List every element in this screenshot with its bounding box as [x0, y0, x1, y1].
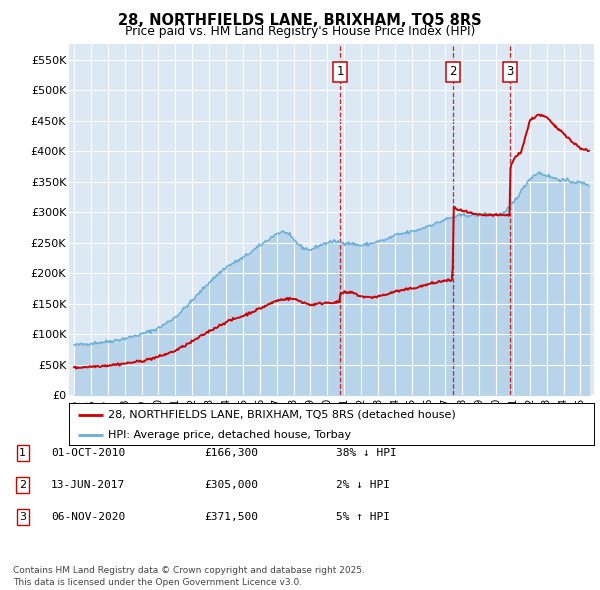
Text: 13-JUN-2017: 13-JUN-2017 [51, 480, 125, 490]
Text: Price paid vs. HM Land Registry's House Price Index (HPI): Price paid vs. HM Land Registry's House … [125, 25, 475, 38]
Text: 2: 2 [19, 480, 26, 490]
Text: 06-NOV-2020: 06-NOV-2020 [51, 512, 125, 522]
Text: 38% ↓ HPI: 38% ↓ HPI [336, 448, 397, 458]
Text: 01-OCT-2010: 01-OCT-2010 [51, 448, 125, 458]
Text: 28, NORTHFIELDS LANE, BRIXHAM, TQ5 8RS: 28, NORTHFIELDS LANE, BRIXHAM, TQ5 8RS [118, 13, 482, 28]
Text: £305,000: £305,000 [204, 480, 258, 490]
Text: £371,500: £371,500 [204, 512, 258, 522]
Text: £166,300: £166,300 [204, 448, 258, 458]
Text: 28, NORTHFIELDS LANE, BRIXHAM, TQ5 8RS (detached house): 28, NORTHFIELDS LANE, BRIXHAM, TQ5 8RS (… [109, 410, 456, 420]
Text: 3: 3 [19, 512, 26, 522]
Text: 1: 1 [19, 448, 26, 458]
Text: 2: 2 [449, 65, 457, 78]
Text: Contains HM Land Registry data © Crown copyright and database right 2025.
This d: Contains HM Land Registry data © Crown c… [13, 566, 365, 587]
Text: 5% ↑ HPI: 5% ↑ HPI [336, 512, 390, 522]
Text: 3: 3 [506, 65, 514, 78]
Text: 1: 1 [336, 65, 344, 78]
Text: HPI: Average price, detached house, Torbay: HPI: Average price, detached house, Torb… [109, 430, 352, 440]
Text: 2% ↓ HPI: 2% ↓ HPI [336, 480, 390, 490]
